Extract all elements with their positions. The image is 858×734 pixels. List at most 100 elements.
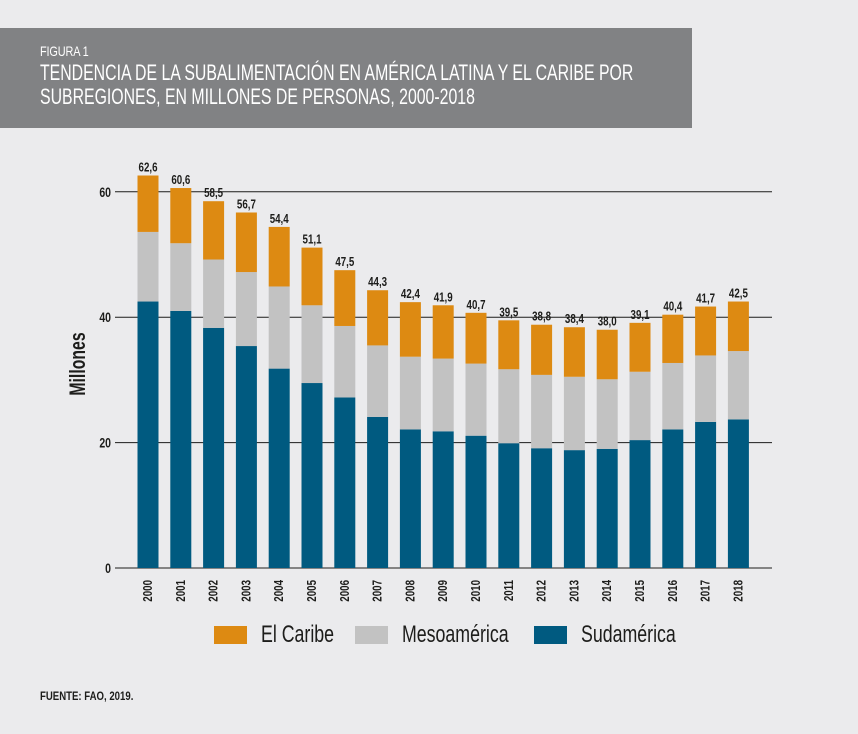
figure-header: FIGURA 1 TENDENCIA DE LA SUBALIMENTACIÓN… xyxy=(0,28,692,128)
x-tick-label-2007: 2007 xyxy=(371,580,385,602)
total-label-2015: 39,1 xyxy=(631,309,650,323)
total-label-2012: 38,8 xyxy=(532,311,551,325)
bar-segment-sudamrica-2018 xyxy=(727,419,749,568)
bar-segment-sudamrica-2002 xyxy=(203,327,225,568)
bar-segment-mesoamrica-2007 xyxy=(367,345,389,417)
bar-segment-elcaribe-2010 xyxy=(465,312,487,364)
bar-segment-sudamrica-2007 xyxy=(367,416,389,568)
x-tick-label-2001: 2001 xyxy=(175,579,189,601)
bar-segment-sudamrica-2001 xyxy=(170,310,192,568)
bar-segment-elcaribe-2017 xyxy=(695,306,717,356)
x-tick-label-2011: 2011 xyxy=(503,579,517,601)
legend-item-sudamerica: Sudamérica xyxy=(534,620,709,650)
figure-title-line-1: TENDENCIA DE LA SUBALIMENTACIÓN EN AMÉRI… xyxy=(40,60,634,85)
bar-segment-elcaribe-2004 xyxy=(268,226,290,287)
x-tick-label-2016: 2016 xyxy=(667,580,681,602)
bar-segment-elcaribe-2012 xyxy=(531,324,553,375)
bar-segment-mesoamrica-2013 xyxy=(563,376,585,451)
bar-segment-elcaribe-2003 xyxy=(235,212,257,273)
bar-segment-mesoamrica-2012 xyxy=(531,374,553,449)
total-label-2008: 42,4 xyxy=(401,288,420,302)
figure-title: TENDENCIA DE LA SUBALIMENTACIÓN EN AMÉRI… xyxy=(40,61,633,109)
bar-segment-mesoamrica-2006 xyxy=(334,325,356,398)
bar-segment-sudamrica-2006 xyxy=(334,397,356,568)
total-label-2014: 38,0 xyxy=(598,316,617,330)
x-tick-label-2012: 2012 xyxy=(535,580,549,602)
y-tick-label: 40 xyxy=(99,310,111,326)
total-label-2013: 38,4 xyxy=(565,313,584,327)
x-tick-label-2003: 2003 xyxy=(240,580,254,602)
total-label-2003: 56,7 xyxy=(237,198,256,212)
bar-segment-mesoamrica-2018 xyxy=(727,351,749,420)
legend-swatch-caribe xyxy=(214,626,247,644)
bar-segment-mesoamrica-2002 xyxy=(203,259,225,328)
bar-segment-sudamrica-2017 xyxy=(695,421,717,568)
bar-segment-sudamrica-2003 xyxy=(235,346,257,568)
x-tick-label-2004: 2004 xyxy=(273,579,287,601)
legend-label-sudamerica: Sudamérica xyxy=(581,621,676,648)
bar-segment-mesoamrica-2011 xyxy=(498,369,520,444)
x-tick-label-2010: 2010 xyxy=(470,580,484,602)
total-label-2017: 41,7 xyxy=(696,292,715,306)
legend-label-mesoamerica: Mesoamérica xyxy=(402,621,509,648)
bar-segment-sudamrica-2004 xyxy=(268,368,290,568)
bar-segment-elcaribe-2008 xyxy=(399,302,421,357)
bar-segment-elcaribe-2018 xyxy=(727,301,749,352)
bar-segment-mesoamrica-2014 xyxy=(596,379,618,449)
bar-segment-mesoamrica-2000 xyxy=(137,231,159,302)
x-tick-label-2013: 2013 xyxy=(568,580,582,602)
legend-item-mesoamerica: Mesoamérica xyxy=(355,620,546,650)
bar-segment-sudamrica-2012 xyxy=(531,448,553,568)
bar-segment-mesoamrica-2010 xyxy=(465,363,487,436)
bar-segment-elcaribe-2011 xyxy=(498,320,520,370)
x-tick-label-2008: 2008 xyxy=(404,579,418,601)
legend-label-caribe: El Caribe xyxy=(261,621,335,648)
figure-label: FIGURA 1 xyxy=(40,43,89,59)
bar-segment-mesoamrica-2004 xyxy=(268,286,290,369)
bar-segment-mesoamrica-2005 xyxy=(301,305,323,384)
figure-title-line-2: SUBREGIONES, EN MILLONES DE PERSONAS, 20… xyxy=(40,84,475,109)
bar-segment-mesoamrica-2003 xyxy=(235,272,257,347)
bar-segment-elcaribe-2002 xyxy=(203,201,225,260)
bar-segment-elcaribe-2016 xyxy=(662,314,684,363)
y-tick-label: 60 xyxy=(99,184,111,200)
legend-swatch-mesoamerica xyxy=(355,626,388,644)
bar-segment-elcaribe-2006 xyxy=(334,270,356,326)
x-tick-label-2018: 2018 xyxy=(732,579,746,601)
bar-segment-mesoamrica-2008 xyxy=(399,356,421,430)
bar-segment-elcaribe-2014 xyxy=(596,329,618,380)
x-tick-label-2014: 2014 xyxy=(601,579,615,601)
x-tick-label-2005: 2005 xyxy=(306,579,320,601)
legend-swatch-sudamerica xyxy=(534,626,567,644)
total-label-2011: 39,5 xyxy=(499,306,518,320)
total-label-2009: 41,9 xyxy=(434,291,453,305)
y-tick-label: 0 xyxy=(105,561,111,577)
bar-segment-elcaribe-2015 xyxy=(629,322,651,372)
bar-segment-elcaribe-2000 xyxy=(137,175,159,232)
total-label-2000: 62,6 xyxy=(139,161,158,175)
bar-segment-sudamrica-2016 xyxy=(662,429,684,568)
bar-segment-sudamrica-2011 xyxy=(498,443,520,568)
total-label-2001: 60,6 xyxy=(171,174,190,188)
bar-segment-elcaribe-2001 xyxy=(170,188,192,244)
total-label-2007: 44,3 xyxy=(368,276,387,290)
total-label-2004: 54,4 xyxy=(270,213,289,227)
labels-layer: 0 20 40 60 62,6 2000 60,6 2001 58,5 2002 56,7 2003 5… xyxy=(99,161,748,601)
x-tick-label-2006: 2006 xyxy=(339,580,353,602)
bar-segment-mesoamrica-2017 xyxy=(695,355,717,422)
total-label-2016: 40,4 xyxy=(663,301,682,315)
y-axis-label: Millones xyxy=(67,332,91,395)
x-tick-label-2002: 2002 xyxy=(207,580,221,602)
total-label-2010: 40,7 xyxy=(467,299,486,313)
bar-segment-sudamrica-2009 xyxy=(432,431,454,568)
total-label-2005: 51,1 xyxy=(303,233,322,247)
bar-segment-elcaribe-2007 xyxy=(367,290,389,346)
x-tick-label-2000: 2000 xyxy=(142,580,156,602)
bar-segment-sudamrica-2005 xyxy=(301,383,323,568)
bar-segment-mesoamrica-2016 xyxy=(662,362,684,430)
source-note: FUENTE: FAO, 2019. xyxy=(40,689,134,703)
total-label-2006: 47,5 xyxy=(335,256,354,270)
bar-segment-elcaribe-2009 xyxy=(432,305,454,359)
bar-segment-mesoamrica-2001 xyxy=(170,243,192,311)
